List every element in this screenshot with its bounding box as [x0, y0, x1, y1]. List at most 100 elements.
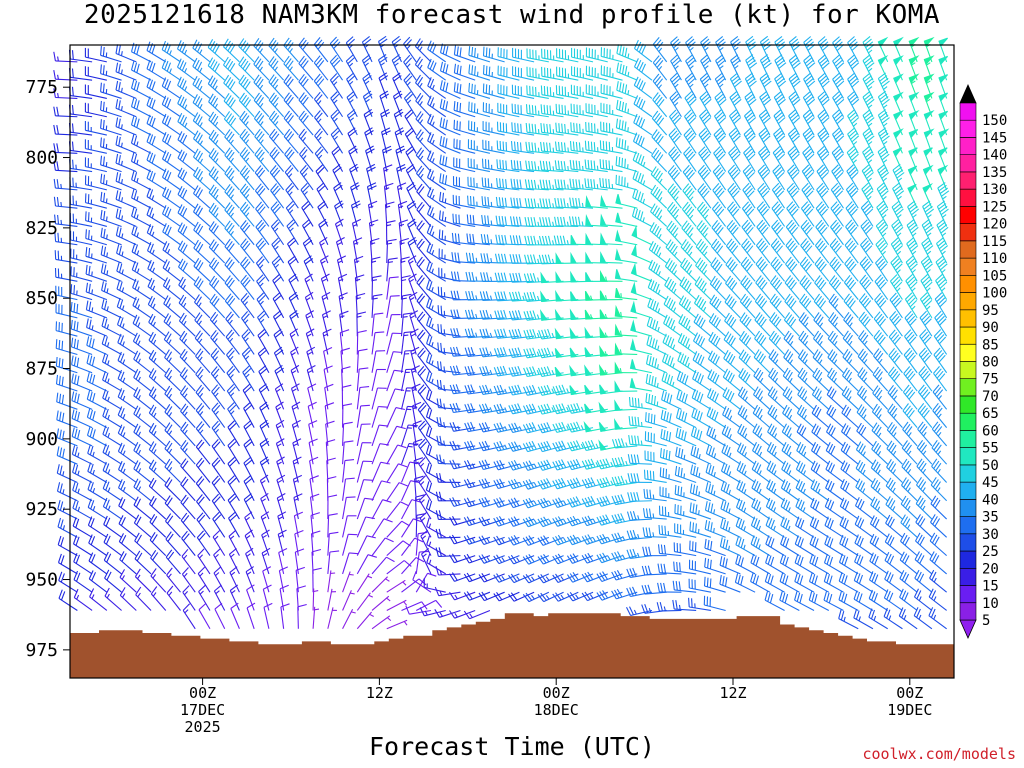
wind-barb: [100, 245, 122, 264]
wind-barb: [70, 301, 93, 319]
wind-barb: [86, 354, 108, 374]
wind-barb: [148, 422, 167, 447]
wind-barb: [119, 569, 137, 593]
wind-barb: [289, 328, 299, 355]
x-tick-label: 19DEC: [887, 701, 932, 719]
colorbar-swatch: [959, 447, 977, 466]
wind-barb: [71, 355, 93, 374]
wind-barb: [240, 238, 255, 264]
wind-barb: [119, 551, 137, 575]
wind-barb: [193, 221, 211, 246]
wind-barb: [277, 529, 287, 556]
wind-barb: [164, 422, 181, 447]
wind-barb: [53, 161, 78, 173]
wind-barb: [229, 584, 240, 611]
wind-barb: [100, 209, 122, 227]
wind-barb: [102, 425, 122, 447]
colorbar-label: 85: [982, 337, 999, 353]
wind-barb: [226, 347, 240, 374]
colorbar-swatch: [959, 240, 977, 259]
wind-barb: [115, 117, 137, 136]
wind-barb: [283, 110, 299, 136]
wind-barb: [85, 264, 108, 282]
colorbar-label: 75: [982, 372, 999, 388]
wind-barb: [210, 329, 226, 355]
wind-barb: [268, 37, 285, 63]
wind-barb: [163, 313, 181, 337]
wind-barb: [164, 458, 181, 483]
wind-barb: [130, 42, 152, 63]
wind-barb: [278, 566, 289, 593]
colorbar-swatch: [959, 257, 977, 276]
x-tick-label: 17DEC: [180, 701, 225, 719]
wind-barb: [194, 294, 211, 319]
wind-barb: [133, 478, 152, 502]
wind-barb: [55, 285, 78, 301]
wind-barb: [84, 84, 107, 99]
wind-barb: [243, 493, 255, 520]
wind-barb: [85, 282, 108, 301]
wind-barb: [86, 372, 108, 392]
wind-barb: [73, 553, 93, 575]
wind-barb: [223, 111, 240, 136]
colorbar-arrow-high: [959, 84, 977, 104]
wind-barb: [276, 474, 286, 501]
wind-barb: [211, 457, 226, 483]
wind-barb: [161, 113, 181, 136]
wind-barb: [292, 474, 303, 501]
wind-barb: [195, 476, 211, 502]
wind-barb: [133, 368, 152, 392]
wind-barb: [239, 128, 255, 154]
wind-barb: [239, 183, 255, 209]
wind-barb: [213, 548, 226, 575]
wind-barb: [177, 112, 196, 136]
wind-barb: [87, 480, 108, 502]
wind-barb: [208, 111, 226, 136]
wind-barb: [269, 165, 285, 191]
wind-barb: [274, 383, 285, 410]
wind-barb: [298, 92, 314, 118]
wind-barb: [226, 384, 240, 410]
wind-barb: [304, 291, 314, 319]
wind-barb: [212, 530, 226, 556]
wind-barb: [193, 130, 211, 154]
wind-barb: [56, 446, 78, 465]
wind-barb: [228, 547, 240, 575]
wind-barb: [181, 548, 196, 575]
wind-barb: [87, 444, 108, 465]
wind-barb: [56, 392, 78, 410]
wind-barb: [259, 456, 270, 483]
colorbar-swatch: [959, 533, 977, 552]
wind-barb: [243, 456, 255, 483]
wind-barb: [246, 584, 255, 611]
x-tick-label: 00Z: [189, 684, 216, 702]
wind-barb: [133, 350, 152, 374]
wind-barb: [177, 240, 196, 264]
wind-barb: [244, 511, 255, 538]
wind-barb: [100, 173, 122, 191]
wind-barb: [209, 311, 226, 337]
wind-barb: [86, 336, 108, 355]
wind-barb: [84, 66, 107, 81]
wind-barb: [71, 409, 93, 429]
colorbar-swatch: [959, 567, 977, 586]
wind-barb: [298, 37, 314, 63]
wind-barb: [115, 226, 137, 246]
wind-barb: [53, 143, 78, 154]
wind-barb: [164, 477, 181, 502]
colorbar-swatch: [959, 119, 977, 138]
wind-barb: [240, 256, 255, 282]
wind-barb: [131, 260, 152, 282]
wind-barb: [57, 553, 78, 575]
wind-barb: [243, 401, 255, 428]
wind-barb: [272, 273, 285, 300]
wind-barb: [256, 274, 270, 300]
wind-barb: [274, 364, 285, 392]
credit-link[interactable]: coolwx.com/models: [862, 745, 1016, 763]
wind-barb: [294, 529, 304, 556]
wind-barb: [182, 585, 196, 611]
wind-barb: [179, 385, 196, 410]
colorbar-label: 10: [982, 596, 999, 612]
wind-barb: [192, 94, 211, 118]
wind-barb: [299, 164, 314, 191]
